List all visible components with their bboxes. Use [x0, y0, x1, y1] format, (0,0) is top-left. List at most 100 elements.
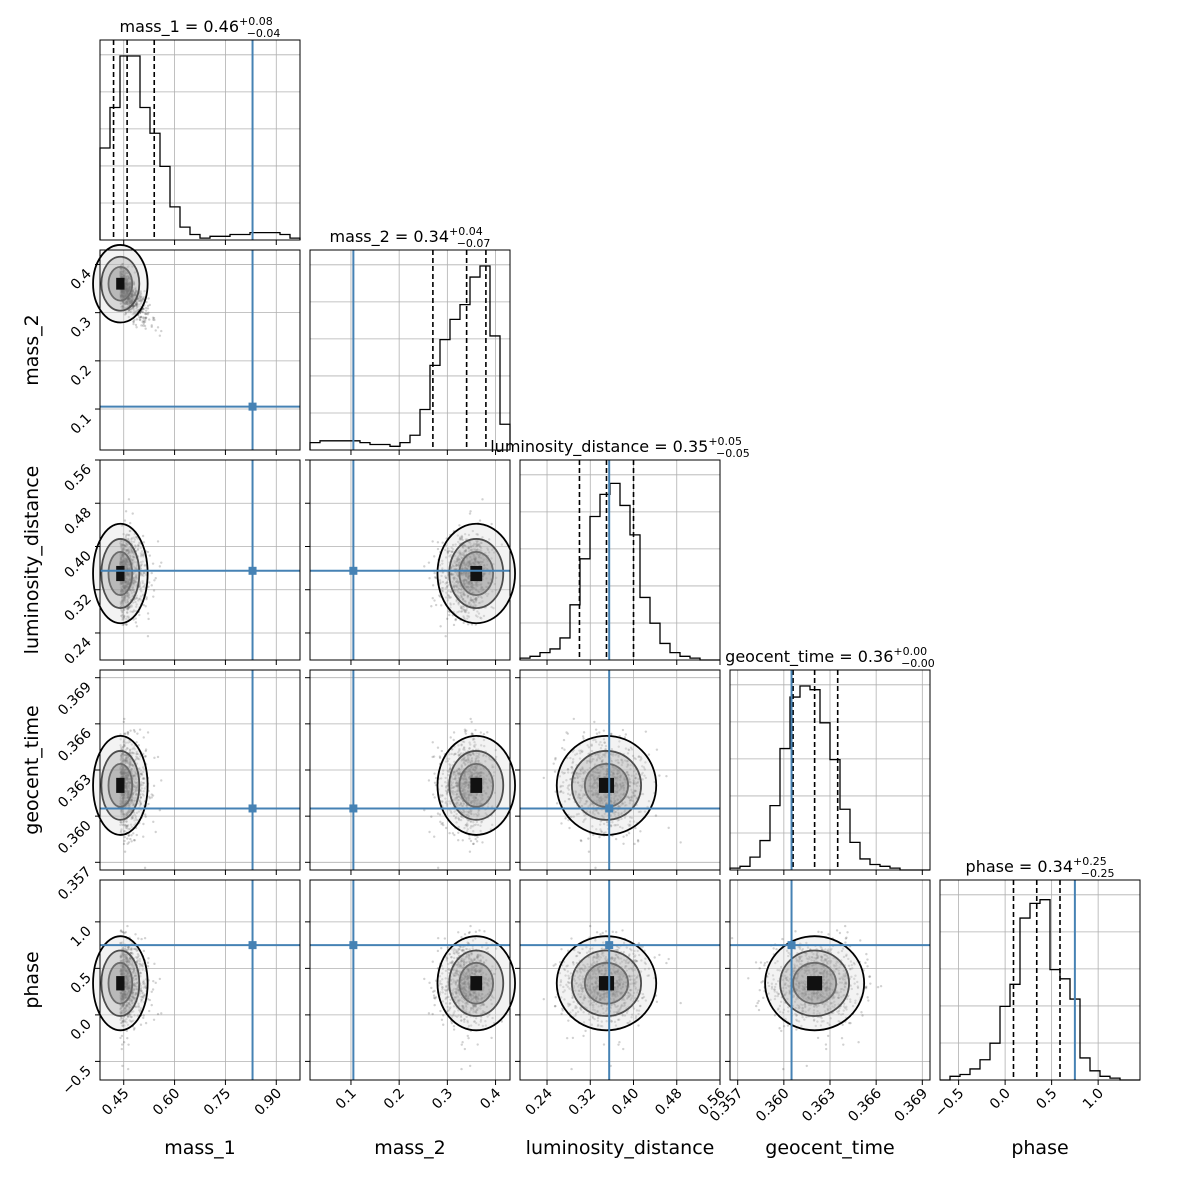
sample-point: [135, 326, 138, 329]
sample-point: [141, 298, 144, 301]
sample-point: [130, 299, 133, 302]
sample-point: [138, 316, 141, 319]
sample-point: [131, 294, 134, 297]
sample-point: [125, 288, 128, 291]
sample-point: [125, 278, 128, 281]
sample-point: [127, 276, 131, 279]
sample-point: [132, 305, 135, 308]
sample-point: [121, 262, 124, 265]
sample-point: [124, 302, 128, 305]
histogram-luminosity_distance: [519, 482, 720, 661]
histogram-mass_1: [99, 55, 301, 240]
sample-point: [122, 720, 125, 724]
sample-point: [125, 287, 128, 291]
sample-point: [444, 826, 448, 830]
panel-luminosity_distance-vs-mass_1: [92, 459, 301, 665]
sample-point: [125, 286, 129, 289]
sample-point: [126, 300, 129, 303]
sample-point: [433, 835, 436, 838]
sample-point: [125, 298, 129, 302]
sample-point: [123, 295, 126, 298]
sample-point: [122, 307, 125, 310]
sample-point: [124, 294, 128, 297]
sample-point: [140, 295, 143, 298]
sample-point: [152, 595, 155, 598]
sample-point: [123, 289, 126, 293]
sample-point: [132, 309, 135, 313]
sample-point: [444, 635, 447, 638]
sample-point: [135, 303, 139, 306]
sample-point: [440, 604, 443, 607]
sample-point: [123, 293, 126, 296]
sample-point: [587, 837, 590, 840]
sample-point: [125, 291, 129, 295]
sample-point: [152, 784, 156, 788]
sample-point: [125, 279, 128, 282]
sample-point: [126, 275, 129, 278]
sample-point: [128, 289, 131, 292]
sample-point: [124, 294, 127, 297]
sample-point: [457, 839, 460, 842]
sample-point: [125, 289, 128, 293]
sample-point: [122, 305, 125, 309]
sample-point: [135, 303, 138, 307]
sample-point: [126, 303, 129, 306]
sample-point: [133, 290, 136, 294]
sample-point: [129, 296, 133, 299]
sample-point: [123, 292, 127, 296]
sample-point: [121, 289, 124, 293]
sample-point: [135, 303, 139, 306]
sample-point: [126, 287, 129, 290]
sample-point: [121, 275, 125, 278]
sample-point: [125, 291, 128, 294]
sample-point: [127, 301, 131, 305]
sample-point: [148, 581, 151, 584]
sample-point: [449, 736, 452, 739]
sample-point: [431, 741, 434, 744]
truth-marker: [349, 804, 358, 813]
sample-point: [119, 267, 122, 270]
sample-point: [140, 299, 143, 302]
sample-point: [128, 299, 131, 302]
sample-point: [121, 289, 124, 292]
sample-point: [125, 272, 128, 275]
sample-point: [121, 305, 125, 308]
sample-point: [132, 283, 135, 286]
sample-point: [139, 291, 143, 295]
sample-point: [123, 272, 127, 275]
sample-point: [474, 837, 477, 841]
sample-point: [124, 311, 128, 315]
sample-point: [126, 300, 129, 304]
sample-point: [123, 519, 127, 522]
sample-point: [125, 282, 128, 285]
sample-point: [129, 284, 132, 287]
sample-point: [132, 305, 136, 308]
sample-point: [614, 837, 618, 841]
sample-point: [126, 277, 129, 280]
sample-point: [154, 577, 157, 580]
sample-point: [126, 288, 129, 292]
sample-point: [124, 288, 127, 291]
sample-point: [123, 290, 126, 293]
sample-point: [468, 837, 471, 840]
sample-point: [139, 315, 143, 318]
sample-point: [125, 280, 129, 284]
sample-point: [431, 596, 434, 600]
sample-point: [125, 285, 128, 288]
sample-point: [125, 293, 128, 297]
sample-point: [138, 299, 142, 303]
sample-point: [128, 298, 131, 301]
sample-point: [121, 289, 124, 293]
sample-point: [134, 311, 137, 314]
sample-point: [124, 310, 127, 314]
sample-point: [128, 309, 131, 313]
sample-point: [125, 291, 128, 294]
sample-point: [151, 316, 155, 319]
sample-point: [427, 561, 431, 564]
sample-point: [594, 866, 597, 870]
sample-point: [128, 288, 131, 291]
sample-point: [123, 294, 127, 298]
sample-point: [470, 732, 474, 735]
sample-point: [126, 731, 130, 734]
sample-point: [127, 299, 131, 302]
